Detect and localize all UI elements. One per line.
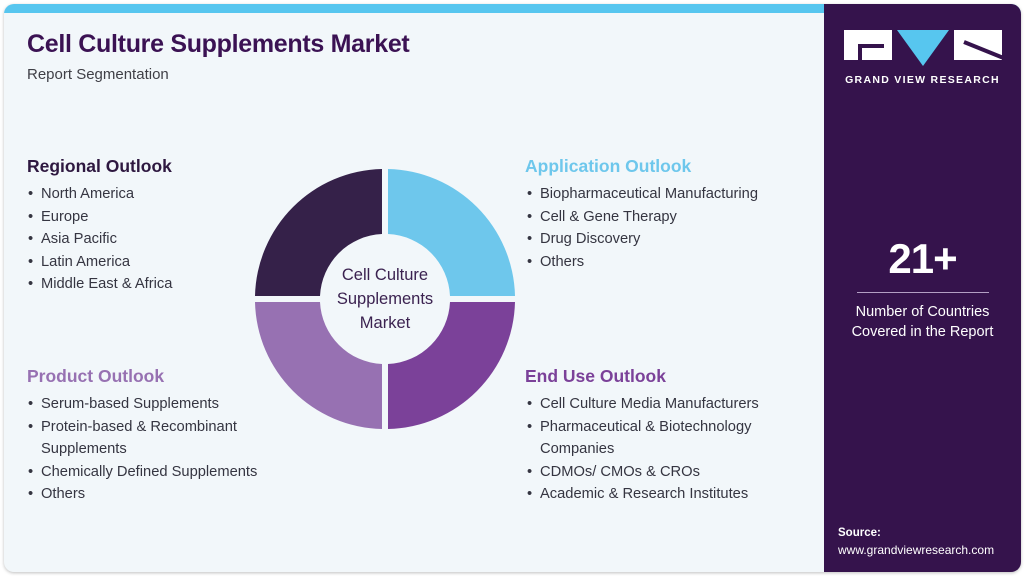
regional-outlook-block: Regional Outlook North America Europe As… [27, 156, 262, 296]
segmentation-donut-chart: Cell Culture Supplements Market [253, 167, 517, 431]
source-label: Source: [838, 527, 881, 540]
regional-outlook-list: North America Europe Asia Pacific Latin … [27, 183, 262, 296]
application-outlook-block: Application Outlook Biopharmaceutical Ma… [525, 156, 825, 273]
top-accent-bar [4, 4, 1021, 13]
list-item-continuation: Companies [540, 441, 615, 458]
logo-g-icon [843, 30, 892, 60]
donut-center-label: Cell Culture Supplements Market [253, 167, 517, 431]
application-outlook-list: Biopharmaceutical Manufacturing Cell & G… [525, 183, 825, 273]
list-item: Protein-based & Recombinant [27, 416, 327, 439]
list-item: Chemically Defined Supplements [27, 461, 327, 484]
donut-segment-enduse [388, 302, 515, 429]
source-url[interactable]: www.grandviewresearch.com [838, 542, 995, 557]
brand-logo: GRAND VIEW RESEARCH [824, 30, 1021, 86]
logo-marks [843, 30, 1002, 66]
list-item: Biopharmaceutical Manufacturing [525, 183, 825, 206]
donut-segment-application [388, 169, 515, 296]
end-use-outlook-title: End Use Outlook [525, 366, 666, 386]
right-sidebar: GRAND VIEW RESEARCH 21+ Number of Countr… [824, 4, 1021, 572]
logo-r-icon [953, 30, 1002, 60]
list-item: Others [27, 483, 327, 506]
end-use-outlook-block: End Use Outlook Cell Culture Media Manuf… [525, 366, 825, 506]
list-item: Asia Pacific [27, 228, 262, 251]
regional-outlook-title: Regional Outlook [27, 156, 172, 176]
page-title: Cell Culture Supplements Market [27, 30, 410, 58]
application-outlook-title: Application Outlook [525, 156, 692, 176]
countries-stat: 21+ Number of Countries Covered in the R… [824, 238, 1021, 342]
donut-center-line-2: Supplements [336, 290, 434, 308]
list-item: Cell & Gene Therapy [525, 206, 825, 229]
list-item: Middle East & Africa [27, 273, 262, 296]
countries-stat-label-line-1: Number of Countries [855, 304, 990, 320]
logo-v-triangle-icon [896, 30, 949, 66]
list-item: Academic & Research Institutes [525, 483, 825, 506]
list-item: Europe [27, 206, 262, 229]
logo-wordmark: GRAND VIEW RESEARCH [845, 74, 1000, 86]
donut-segment-regional [255, 169, 382, 296]
source-block: Source: www.grandviewresearch.com [838, 525, 1021, 558]
stat-divider [856, 292, 989, 293]
end-use-outlook-list: Cell Culture Media Manufacturers Pharmac… [525, 393, 825, 506]
list-item: Serum-based Supplements [27, 393, 327, 416]
product-outlook-list: Serum-based Supplements Protein-based & … [27, 393, 327, 506]
list-item: Cell Culture Media Manufacturers [525, 393, 825, 416]
donut-center-line-3: Market [359, 314, 411, 332]
list-item: North America [27, 183, 262, 206]
header: Cell Culture Supplements Market Report S… [27, 30, 627, 84]
infographic-card: Cell Culture Supplements Market Report S… [4, 4, 1021, 572]
product-outlook-block: Product Outlook Serum-based Supplements … [27, 366, 327, 506]
countries-stat-value: 21+ [888, 235, 957, 282]
list-item: Others [525, 251, 825, 274]
product-outlook-title: Product Outlook [27, 366, 165, 386]
donut-center-line-1: Cell Culture [341, 266, 429, 284]
donut-segment-product [255, 302, 382, 429]
page-subtitle: Report Segmentation [27, 65, 169, 83]
list-item: CDMOs/ CMOs & CROs [525, 461, 825, 484]
list-item: Drug Discovery [525, 228, 825, 251]
list-item: Latin America [27, 251, 262, 274]
list-item-continuation: Supplements [41, 441, 127, 458]
countries-stat-label-line-2: Covered in the Report [851, 323, 994, 340]
list-item: Pharmaceutical & Biotechnology [525, 416, 825, 439]
